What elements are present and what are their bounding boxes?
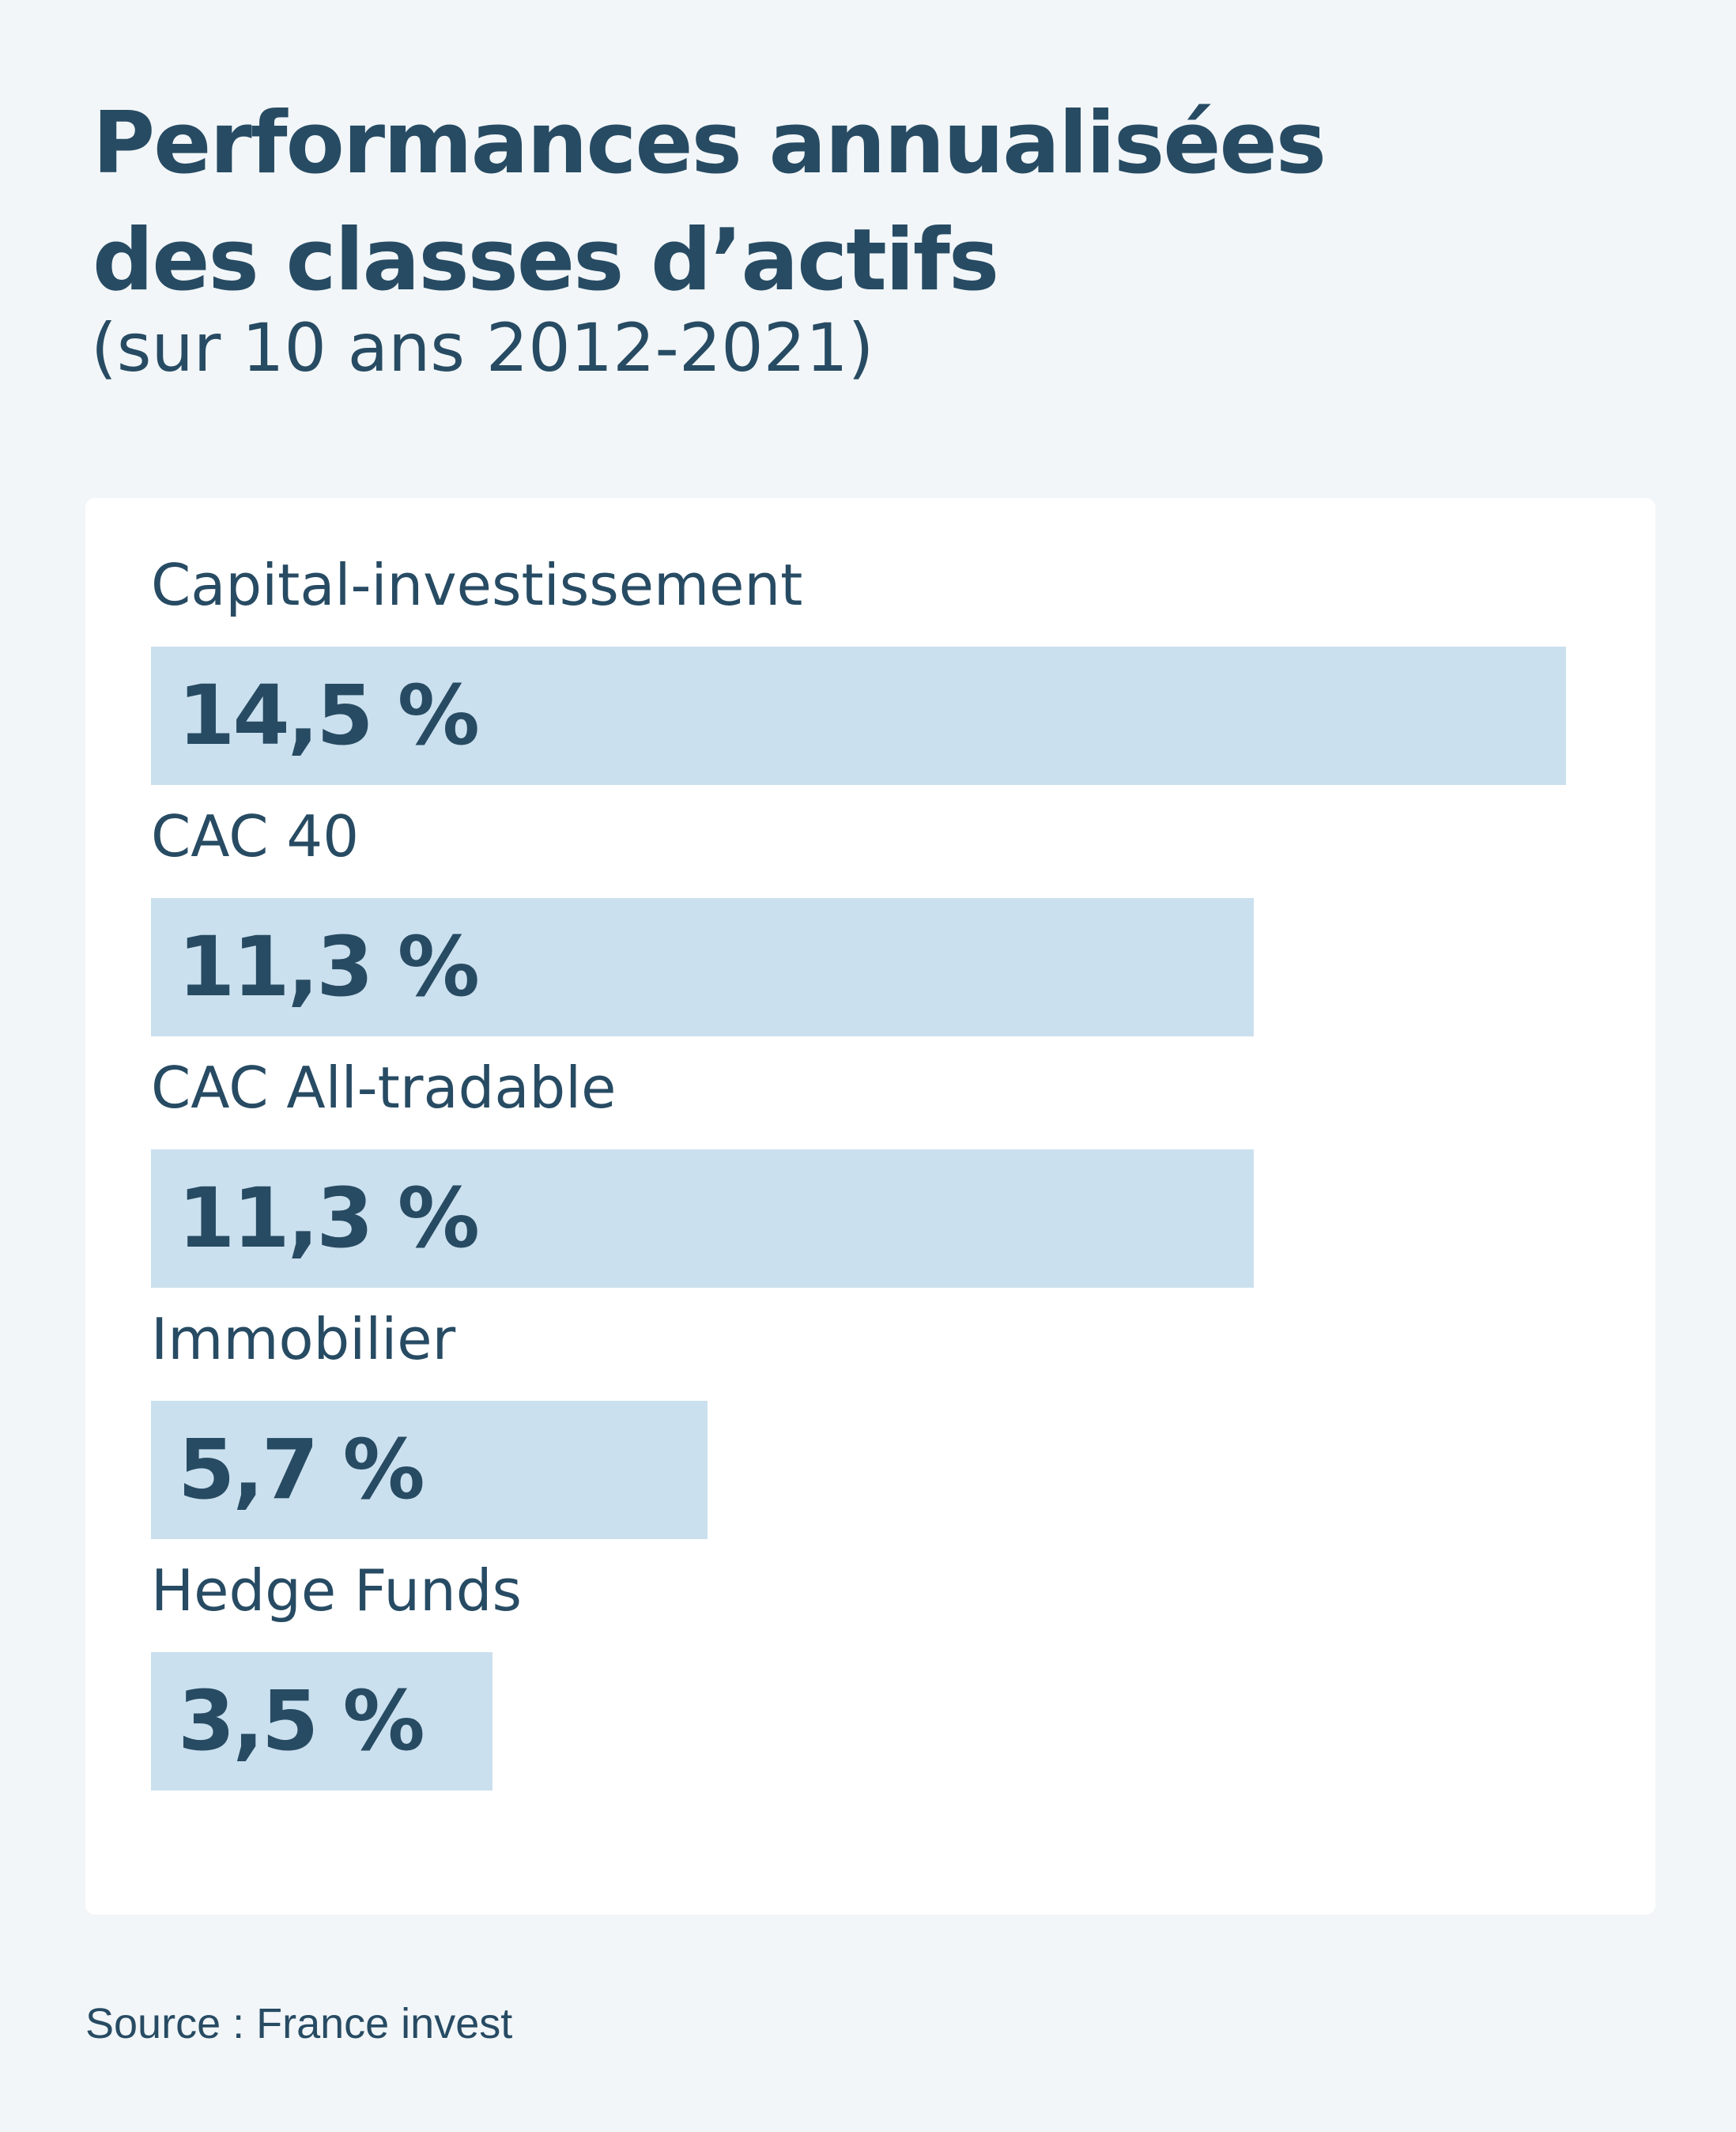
category-label: Hedge Funds	[151, 1557, 522, 1624]
bar: 11,3 %	[151, 1149, 1254, 1288]
bar-row: Immobilier 5,7 %	[151, 1300, 1574, 1560]
bar-row: CAC All-tradable 11,3 %	[151, 1048, 1574, 1309]
bar-row: CAC 40 11,3 %	[151, 797, 1574, 1058]
bar-row: Hedge Funds 3,5 %	[151, 1551, 1574, 1812]
bar: 14,5 %	[151, 647, 1566, 785]
bar: 3,5 %	[151, 1652, 492, 1791]
bar-value-label: 3,5 %	[178, 1673, 425, 1769]
category-label: CAC All-tradable	[151, 1055, 617, 1121]
bar-row: Capital-investissement 14,5 %	[151, 545, 1574, 806]
chart-card: Capital-investissement 14,5 % CAC 40 11,3 %…	[85, 498, 1655, 1915]
bar-value-label: 5,7 %	[178, 1421, 425, 1518]
category-label: Immobilier	[151, 1306, 456, 1372]
chart-source: Source : France invest	[85, 2000, 513, 2047]
chart-title-line-2: des classes d’actifs	[92, 211, 999, 310]
bar: 11,3 %	[151, 898, 1254, 1036]
category-label: Capital-investissement	[151, 552, 803, 618]
chart-title: Performances annualisées des classes d’a…	[92, 85, 1594, 319]
chart-title-line-1: Performances annualisées	[92, 94, 1327, 193]
chart-subtitle: (sur 10 ans 2012-2021)	[91, 309, 874, 387]
bar-value-label: 11,3 %	[178, 919, 480, 1015]
bar-value-label: 14,5 %	[178, 667, 480, 764]
bar-value-label: 11,3 %	[178, 1170, 480, 1266]
bar: 5,7 %	[151, 1401, 708, 1539]
category-label: CAC 40	[151, 803, 360, 870]
